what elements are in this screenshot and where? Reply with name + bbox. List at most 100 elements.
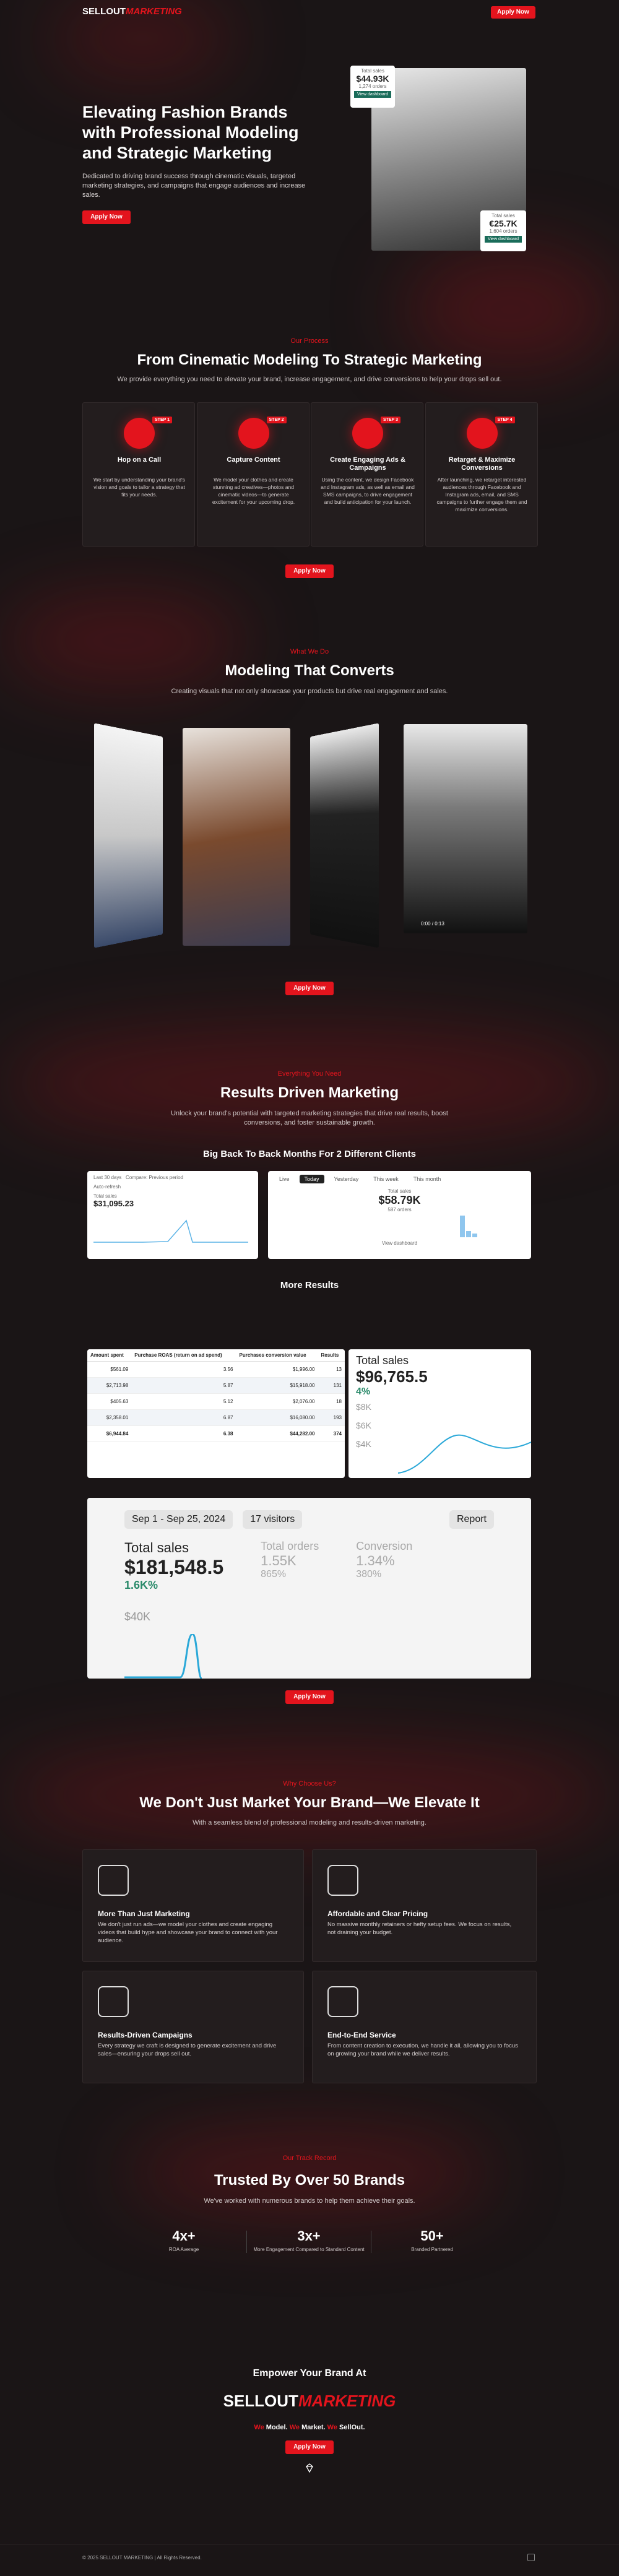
cell: $2,076.00 — [236, 1393, 318, 1410]
change: 380% — [356, 1569, 382, 1580]
stat-divider — [246, 2231, 247, 2253]
step-card: STEP 2 Capture Content We model your cloth… — [196, 402, 310, 547]
tab[interactable]: Yesterday — [334, 1176, 359, 1182]
feature-card: End-to-End Service From content creation … — [312, 1971, 537, 2083]
orders: 587 orders — [387, 1207, 412, 1212]
link[interactable]: View dashboard — [381, 1240, 418, 1246]
video-time: 0:00 / 0:13 — [421, 921, 444, 927]
glow — [124, 2129, 495, 2216]
table-row: $561.09 3.56 $1,996.00 13 — [87, 1361, 345, 1378]
chart-line — [398, 1434, 531, 1474]
label: Conversion — [356, 1540, 413, 1552]
card-value: €25.7K — [489, 218, 517, 228]
nav-button[interactable]: Apply Now — [491, 6, 535, 19]
cta-button[interactable]: Apply Now — [285, 982, 334, 995]
report[interactable]: Report — [449, 1510, 494, 1529]
cta-button[interactable]: Apply Now — [285, 564, 334, 578]
axis-label: $6K — [356, 1420, 371, 1430]
subsection-title: More Results — [280, 1280, 339, 1290]
step-card: STEP 3 Create Engaging Ads & Campaigns Usi… — [311, 402, 423, 547]
value: 1.55K — [261, 1553, 297, 1568]
value: $181,548.5 — [124, 1556, 224, 1578]
section-subtitle: Creating visuals that not only showcase … — [171, 688, 448, 695]
table-row: $2,713.98 5.87 $15,918.00 131 — [87, 1377, 345, 1394]
diamond-icon — [306, 2463, 313, 2473]
step-card: STEP 4 Retarget & Maximize Conversions Aft… — [425, 402, 538, 547]
social-icon[interactable] — [527, 2554, 535, 2561]
step-icon — [352, 418, 383, 449]
sales-card: Total sales $44.93K 1,274 orders View da… — [350, 66, 395, 108]
feature-icon — [98, 1986, 129, 2017]
glow — [402, 248, 619, 371]
step-title: Create Engaging Ads & Campaigns — [330, 456, 405, 472]
cell: 374 — [318, 1425, 345, 1442]
card-label: Total sales — [361, 68, 384, 74]
tab[interactable]: This month — [413, 1176, 441, 1182]
table-row: $2,358.01 6.87 $16,080.00 193 — [87, 1409, 345, 1426]
eyebrow: Why Choose Us? — [283, 1780, 336, 1787]
section-title: Modeling That Converts — [225, 662, 394, 679]
cta-button[interactable]: Apply Now — [285, 1690, 334, 1704]
card-orders: 1,604 orders — [489, 228, 517, 234]
logo-part: MARKETING — [126, 6, 182, 17]
header-cell: Results — [318, 1349, 345, 1362]
tagline-word: We — [327, 2424, 337, 2431]
logo-part: MARKETING — [298, 2392, 396, 2410]
card-link[interactable]: View dashboard — [485, 236, 522, 243]
glow — [50, 1, 235, 76]
hero-text: Dedicated to driving brand success throu… — [82, 173, 306, 199]
cta-button[interactable]: Apply Now — [285, 2440, 334, 2454]
visitors: 17 visitors — [243, 1510, 303, 1529]
section-title: From Cinematic Modeling To Strategic Mar… — [137, 352, 482, 368]
cell: $6,944.84 — [87, 1425, 132, 1442]
tab[interactable]: Today — [299, 1175, 324, 1183]
logo[interactable]: SELLOUTMARKETING — [82, 6, 182, 17]
logo-part: SELLOUT — [223, 2392, 298, 2410]
section-title: Trusted By Over 50 Brands — [214, 2172, 405, 2189]
cell: $405.63 — [87, 1393, 132, 1410]
step-text: Using the content, we design Facebook an… — [321, 477, 415, 505]
value: 1.34% — [356, 1553, 395, 1568]
cell: 3.56 — [131, 1361, 236, 1378]
tagline-word: Market. — [301, 2424, 326, 2431]
step-title: Hop on a Call — [117, 456, 162, 464]
stat: 50+ Branded Partnered — [370, 2228, 494, 2252]
card-link[interactable]: View dashboard — [354, 91, 391, 98]
feature-icon — [327, 1865, 358, 1896]
step-text: We start by understanding your brand's v… — [93, 477, 185, 498]
feature-icon — [98, 1865, 129, 1896]
feature-card: More Than Just Marketing We don't just ru… — [82, 1849, 304, 1962]
eyebrow: Everything You Need — [277, 1070, 342, 1078]
cell: 6.38 — [131, 1425, 236, 1442]
section-subtitle: We provide everything you need to elevat… — [117, 376, 502, 383]
eyebrow: What We Do — [290, 648, 329, 655]
feature-title: End-to-End Service — [327, 2031, 396, 2039]
section-subtitle: With a seamless blend of professional mo… — [193, 1819, 426, 1826]
model-photo — [93, 723, 163, 948]
change: 1.6K% — [124, 1579, 158, 1591]
stat-label: Branded Partnered — [411, 2247, 453, 2252]
cell: 6.87 — [131, 1409, 236, 1426]
step-text: We model your clothes and create stunnin… — [212, 477, 295, 505]
step-icon — [466, 418, 498, 449]
cell: 18 — [318, 1393, 345, 1410]
tab[interactable]: Live — [279, 1176, 290, 1182]
cell: $15,918.00 — [236, 1377, 318, 1394]
range[interactable]: Sep 1 - Sep 25, 2024 — [124, 1510, 233, 1529]
cell: $561.09 — [87, 1361, 132, 1378]
cell: 5.12 — [131, 1393, 236, 1410]
hero-title: Elevating Fashion Brands with Profession… — [82, 103, 299, 162]
model-video[interactable] — [404, 724, 527, 933]
cta-button[interactable]: Apply Now — [82, 210, 131, 224]
step-icon — [124, 418, 155, 449]
dashboard: Last 30 days Compare: Previous period Au… — [87, 1171, 258, 1259]
tagline-word: We — [254, 2424, 264, 2431]
stat: 4x+ ROA Average — [122, 2228, 246, 2252]
logo-part: SELLOUT — [82, 6, 126, 17]
step-badge: STEP 1 — [152, 417, 172, 423]
label: Total sales — [93, 1193, 117, 1199]
cell: $16,080.00 — [236, 1409, 318, 1426]
tab[interactable]: This week — [373, 1176, 399, 1182]
stat-value: 3x+ — [297, 2228, 321, 2244]
